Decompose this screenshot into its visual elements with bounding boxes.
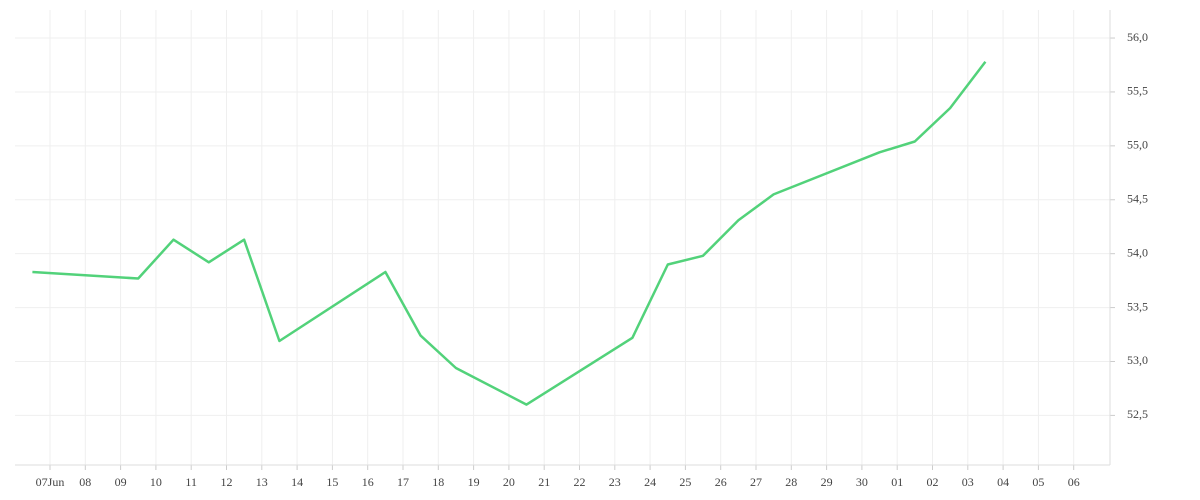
x-tick-label: 23: [609, 475, 621, 489]
x-tick-label: 03: [962, 475, 974, 489]
x-tick-label: 26: [715, 475, 727, 489]
x-tick-label: 29: [821, 475, 833, 489]
x-tick-label: 28: [785, 475, 797, 489]
x-tick-label: 05: [1032, 475, 1044, 489]
x-tick-label: 30: [856, 475, 868, 489]
x-tick-label: 15: [326, 475, 338, 489]
x-tick-label: 10: [150, 475, 162, 489]
x-tick-label: 18: [432, 475, 444, 489]
y-tick-label: 55,0: [1127, 138, 1148, 152]
y-tick-label: 52,5: [1127, 407, 1148, 421]
y-tick-label: 53,5: [1127, 299, 1148, 313]
x-tick-label: 14: [291, 475, 303, 489]
x-tick-label: 11: [185, 475, 197, 489]
y-tick-label: 55,5: [1127, 84, 1148, 98]
y-tick-label: 56,0: [1127, 30, 1148, 44]
x-tick-label: 09: [115, 475, 127, 489]
x-tick-label: 04: [997, 475, 1009, 489]
y-tick-label: 54,5: [1127, 192, 1148, 206]
x-tick-label: 19: [468, 475, 480, 489]
y-tick-label: 54,0: [1127, 245, 1148, 259]
x-tick-label: 17: [397, 475, 409, 489]
x-tick-label: 08: [79, 475, 91, 489]
price-line: [32, 61, 987, 406]
y-tick-label: 53,0: [1127, 353, 1148, 367]
x-tick-label: 22: [574, 475, 586, 489]
x-tick-label: 13: [256, 475, 268, 489]
x-tick-label: 02: [927, 475, 939, 489]
x-tick-label: 07Jun: [36, 475, 65, 489]
x-tick-label: 21: [538, 475, 550, 489]
x-tick-label: 24: [644, 475, 656, 489]
x-tick-label: 25: [679, 475, 691, 489]
x-tick-label: 20: [503, 475, 515, 489]
x-tick-label: 01: [891, 475, 903, 489]
x-tick-label: 06: [1068, 475, 1080, 489]
x-tick-label: 27: [750, 475, 762, 489]
x-tick-label: 12: [221, 475, 233, 489]
x-tick-label: 16: [362, 475, 374, 489]
